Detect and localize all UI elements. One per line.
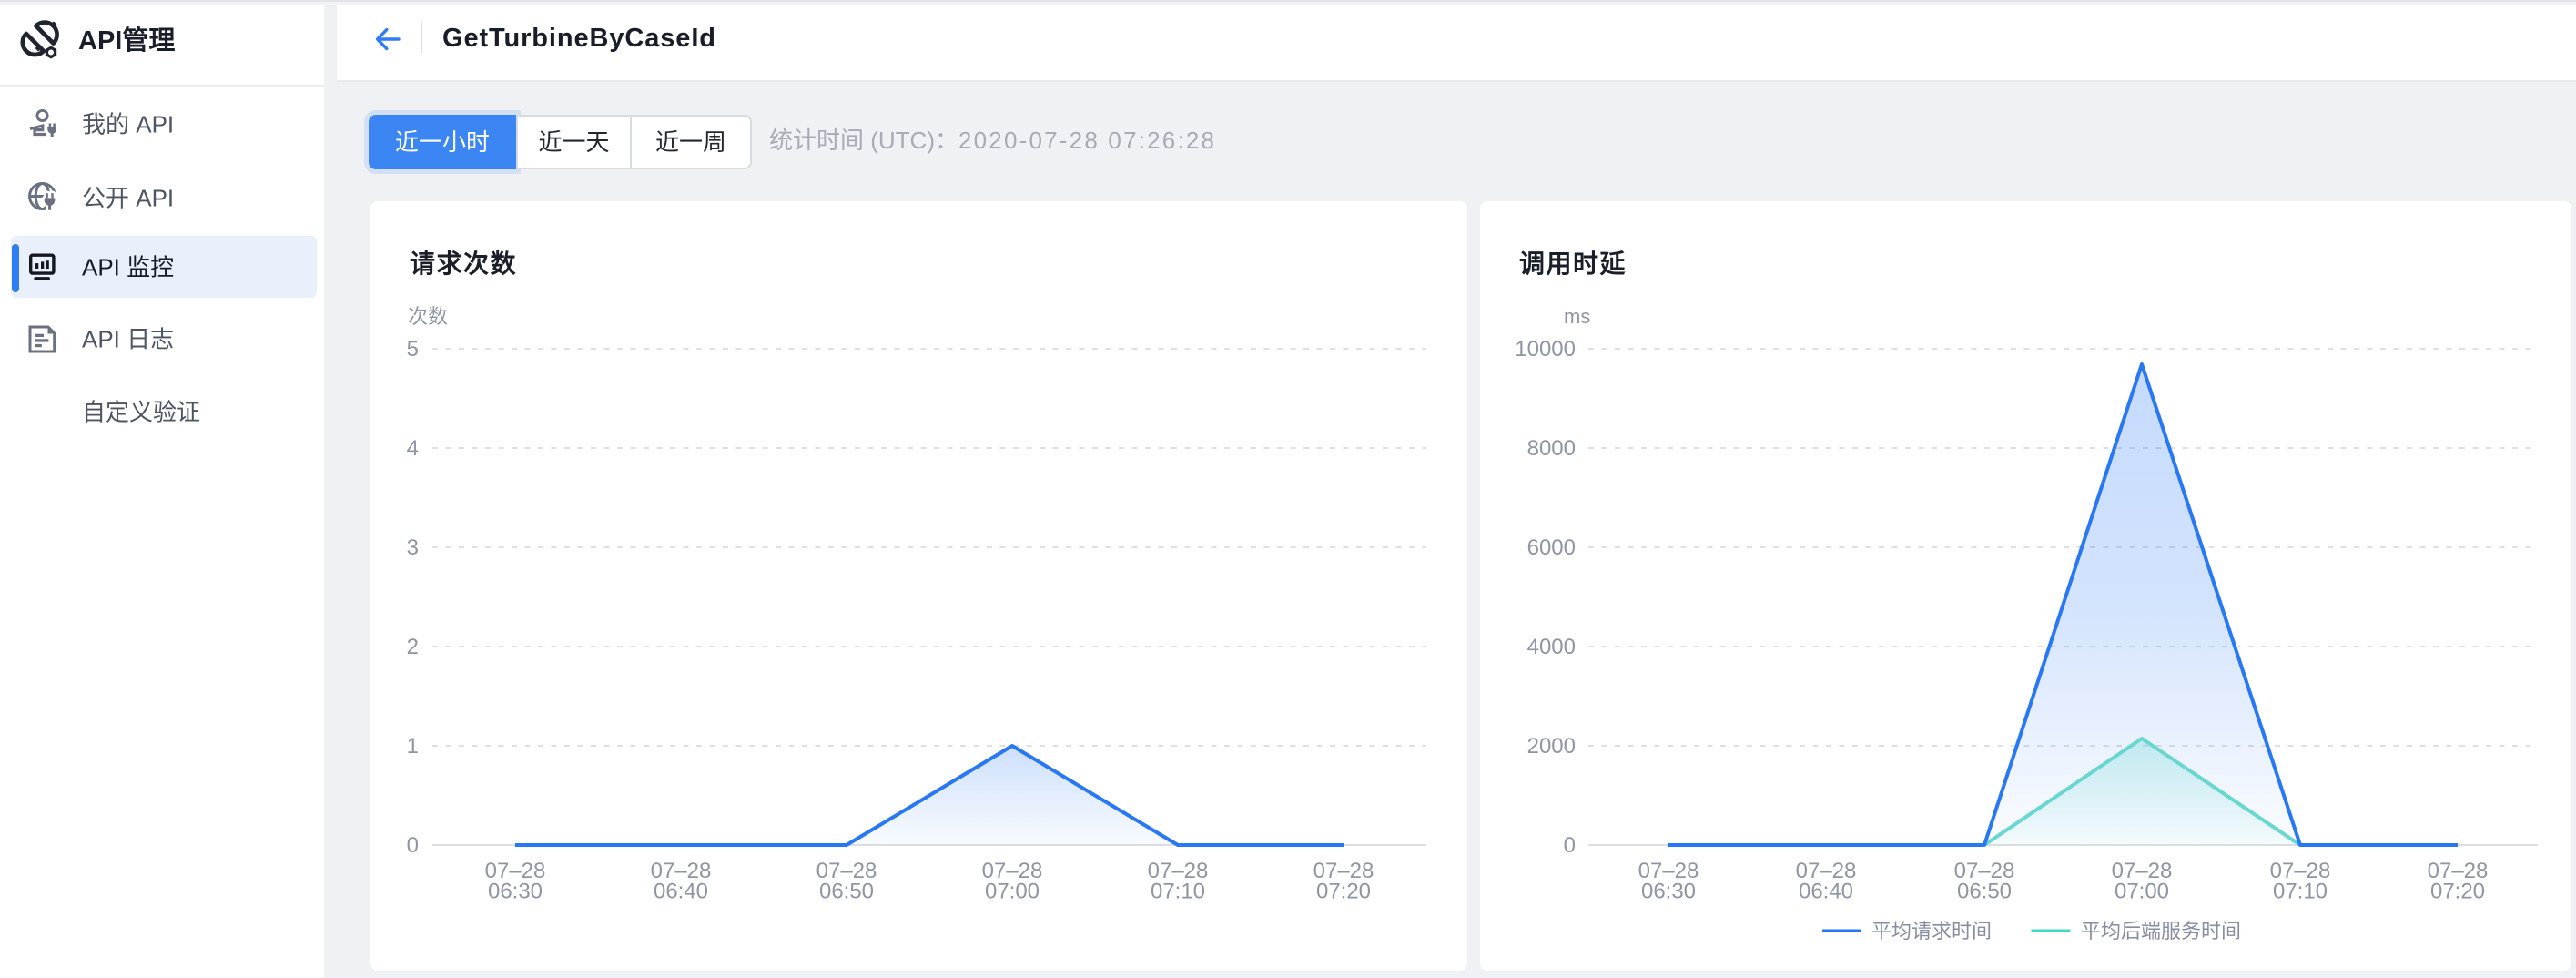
svg-text:07:10: 07:10: [2273, 880, 2328, 904]
svg-text:07:00: 07:00: [985, 880, 1040, 904]
svg-text:5: 5: [407, 337, 419, 362]
svg-text:4000: 4000: [1527, 635, 1576, 659]
svg-text:06:50: 06:50: [1957, 880, 2012, 904]
svg-text:06:30: 06:30: [488, 880, 543, 904]
svg-text:06:40: 06:40: [654, 880, 708, 904]
svg-text:06:30: 06:30: [1641, 880, 1696, 904]
svg-text:3: 3: [407, 535, 419, 560]
svg-text:1: 1: [407, 734, 419, 759]
svg-text:07:20: 07:20: [2430, 880, 2485, 904]
svg-text:8000: 8000: [1527, 436, 1576, 461]
svg-text:07:20: 07:20: [1316, 880, 1371, 904]
svg-text:07–28: 07–28: [485, 859, 546, 883]
svg-text:07:00: 07:00: [2115, 880, 2169, 904]
svg-text:07–28: 07–28: [651, 859, 712, 883]
svg-text:06:40: 06:40: [1799, 880, 1853, 904]
svg-text:07–28: 07–28: [1313, 859, 1374, 883]
svg-text:07–28: 07–28: [816, 859, 877, 883]
svg-text:2000: 2000: [1527, 734, 1576, 759]
svg-text:10000: 10000: [1515, 337, 1576, 362]
svg-text:07–28: 07–28: [982, 859, 1043, 883]
svg-text:4: 4: [407, 436, 419, 461]
svg-text:06:50: 06:50: [819, 880, 874, 904]
svg-text:0: 0: [1564, 833, 1576, 858]
svg-text:2: 2: [407, 635, 419, 659]
svg-text:07–28: 07–28: [1148, 859, 1209, 883]
svg-text:次数: 次数: [408, 305, 448, 328]
svg-text:07–28: 07–28: [1954, 859, 2015, 883]
svg-text:07–28: 07–28: [1638, 859, 1699, 883]
svg-text:07–28: 07–28: [1796, 859, 1857, 883]
svg-text:07–28: 07–28: [2428, 859, 2489, 883]
svg-text:ms: ms: [1564, 305, 1590, 328]
svg-text:平均后端服务时间: 平均后端服务时间: [2081, 920, 2241, 942]
svg-text:6000: 6000: [1527, 535, 1576, 560]
svg-text:07:10: 07:10: [1151, 880, 1205, 904]
svg-text:平均请求时间: 平均请求时间: [1871, 920, 1992, 942]
svg-text:0: 0: [407, 833, 419, 858]
svg-text:07–28: 07–28: [2112, 859, 2173, 883]
svg-text:07–28: 07–28: [2270, 859, 2331, 883]
